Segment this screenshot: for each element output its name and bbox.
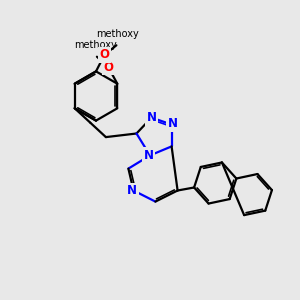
Text: N: N bbox=[168, 117, 178, 130]
Text: N: N bbox=[146, 111, 157, 124]
Text: O: O bbox=[99, 48, 110, 62]
Text: O: O bbox=[103, 61, 113, 74]
Text: N: N bbox=[144, 149, 154, 162]
Text: methoxy: methoxy bbox=[97, 29, 139, 39]
Text: methoxy: methoxy bbox=[74, 40, 117, 50]
Text: N: N bbox=[127, 184, 137, 197]
